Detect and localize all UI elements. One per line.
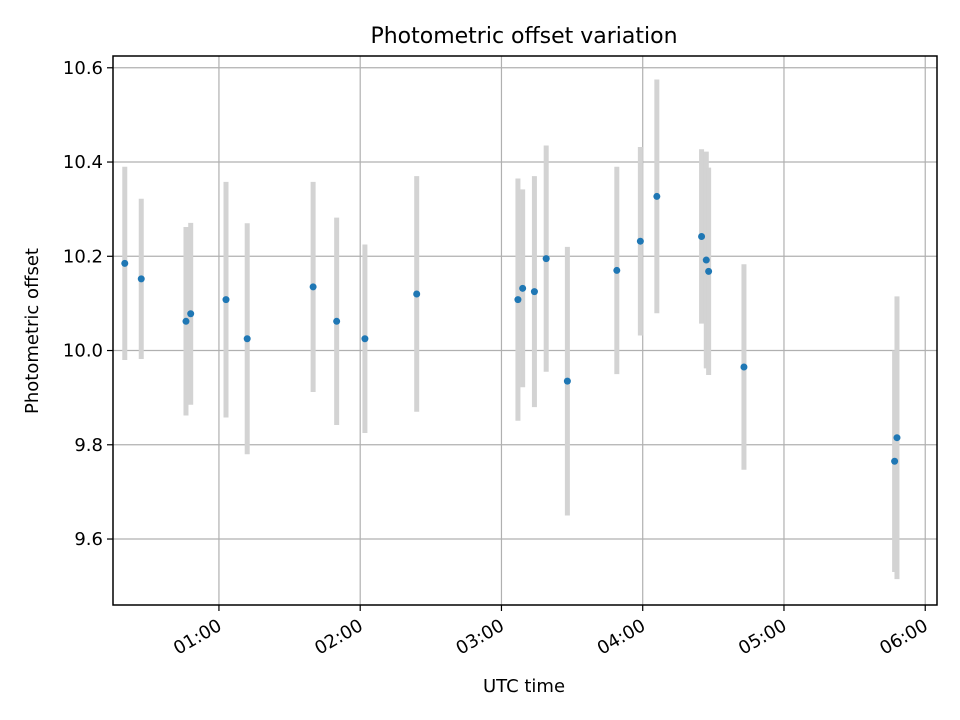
data-point xyxy=(563,377,571,385)
data-point xyxy=(514,296,522,304)
data-point xyxy=(243,335,251,343)
y-tick-label: 9.6 xyxy=(74,529,103,550)
data-point xyxy=(698,232,706,240)
data-point xyxy=(653,192,661,200)
y-tick-label: 9.8 xyxy=(74,435,103,456)
data-point xyxy=(121,259,129,267)
x-tick-label: 05:00 xyxy=(735,615,790,659)
data-point xyxy=(702,256,710,264)
y-tick-label: 10.2 xyxy=(63,246,103,267)
data-point xyxy=(740,363,748,371)
data-point xyxy=(361,335,369,343)
x-tick-label: 06:00 xyxy=(876,615,931,659)
x-tick-label: 01:00 xyxy=(170,615,225,659)
data-point xyxy=(182,317,190,325)
data-point xyxy=(705,267,713,275)
data-point xyxy=(530,288,538,296)
data-point xyxy=(519,284,527,292)
data-point xyxy=(893,434,901,442)
data-point xyxy=(613,266,621,274)
data-point xyxy=(636,237,644,245)
x-tick-label: 03:00 xyxy=(453,615,508,659)
data-point xyxy=(542,255,550,263)
y-tick-label: 10.4 xyxy=(63,152,103,173)
x-axis-label: UTC time xyxy=(483,676,565,697)
data-point xyxy=(333,317,341,325)
y-axis: 9.6 9.8 10.0 10.2 10.4 10.6 xyxy=(63,58,113,550)
y-axis-label: Photometric offset xyxy=(22,248,43,414)
data-point xyxy=(413,290,421,298)
data-point xyxy=(891,457,899,465)
y-tick-label: 10.0 xyxy=(63,341,103,362)
y-tick-label: 10.6 xyxy=(63,58,103,79)
data-point xyxy=(137,275,145,283)
data-point xyxy=(309,283,317,291)
x-tick-label: 04:00 xyxy=(594,615,649,659)
data-point xyxy=(187,310,195,318)
x-tick-label: 02:00 xyxy=(311,615,366,659)
chart-title: Photometric offset variation xyxy=(370,24,677,49)
error-bars xyxy=(122,79,900,580)
data-points xyxy=(121,192,901,465)
x-axis: 01:00 02:00 03:00 04:00 05:00 06:00 xyxy=(170,605,932,659)
plot-area xyxy=(112,55,938,606)
data-point xyxy=(222,296,230,304)
